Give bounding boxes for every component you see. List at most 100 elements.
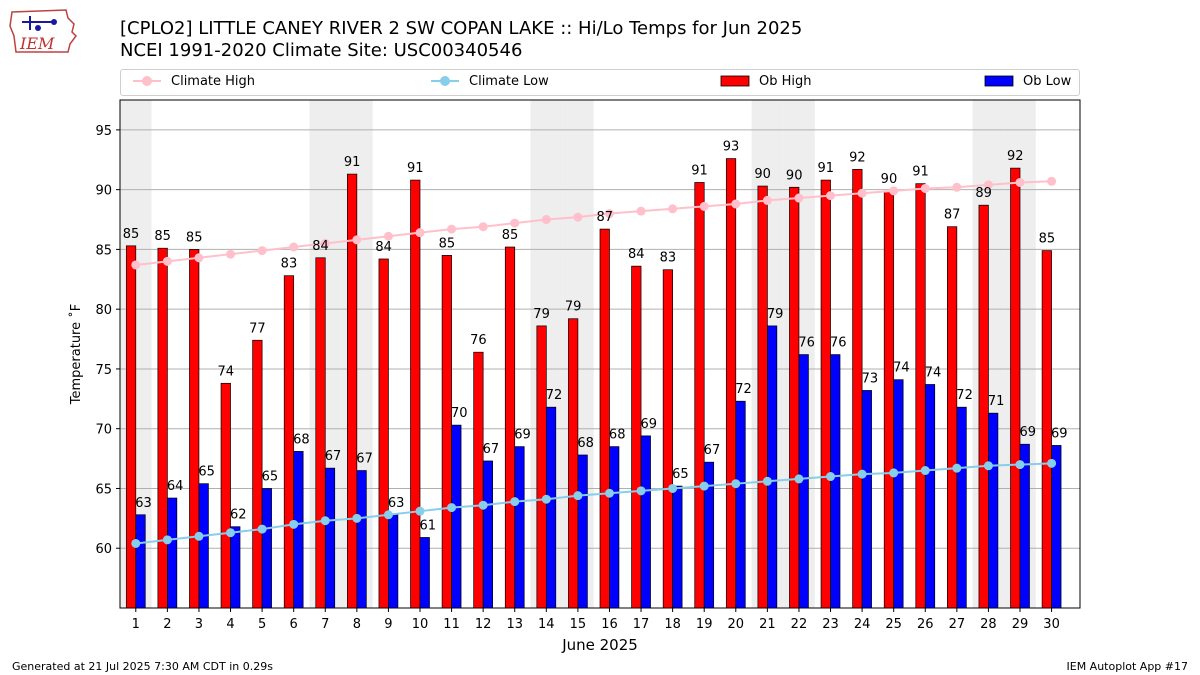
ob-high-label: 85 — [186, 230, 203, 245]
x-tick-label: 27 — [949, 617, 966, 632]
ob-high-label: 91 — [407, 161, 424, 176]
ob-low-bar — [135, 514, 146, 609]
ob-low-bar — [514, 446, 525, 609]
climate-high-point — [699, 201, 709, 211]
climate-high-point — [762, 195, 772, 205]
y-tick-label: 80 — [95, 303, 112, 318]
ob-low-bar — [640, 435, 651, 609]
climate-high-point — [731, 199, 741, 209]
ob-low-bar — [261, 488, 272, 609]
climate-low-point — [794, 474, 804, 484]
y-tick-label: 60 — [95, 542, 112, 557]
climate-low-point — [762, 476, 772, 486]
ob-low-bar — [545, 406, 557, 609]
ob-low-label: 69 — [1019, 425, 1036, 440]
climate-low-point — [415, 506, 425, 516]
x-tick-label: 1 — [132, 617, 140, 632]
x-tick-label: 10 — [412, 617, 429, 632]
climate-low-point — [573, 491, 583, 501]
ob-low-bar — [830, 354, 841, 609]
climate-low-point — [889, 468, 899, 478]
ob-high-bar — [757, 185, 768, 609]
climate-high-point — [826, 191, 836, 201]
ob-low-bar — [230, 526, 241, 609]
ob-high-bar — [378, 258, 389, 609]
ob-low-label: 65 — [672, 467, 689, 482]
ob-low-label: 67 — [704, 443, 721, 458]
climate-low-point — [636, 486, 646, 496]
climate-high-point — [668, 204, 678, 214]
ob-high-bar — [157, 247, 168, 609]
ob-low-label: 72 — [735, 382, 752, 397]
x-tick-label: 24 — [854, 617, 871, 632]
ob-high-bar — [473, 351, 484, 609]
climate-low-line — [135, 462, 1052, 545]
ob-high-label: 90 — [786, 168, 803, 183]
x-tick-label: 18 — [664, 617, 681, 632]
climate-low-point — [699, 481, 709, 491]
climate-low-point — [604, 488, 614, 498]
climate-high-point — [226, 249, 236, 259]
ob-high-label: 85 — [123, 227, 140, 242]
climate-low-line-icon — [431, 76, 459, 86]
ob-high-bar — [883, 190, 895, 609]
ob-high-bar — [915, 183, 926, 609]
climate-high-point — [889, 186, 899, 196]
ob-low-label: 71 — [988, 394, 1005, 409]
climate-low-point — [447, 503, 457, 513]
climate-high-point — [415, 228, 425, 238]
ob-low-label: 69 — [1051, 426, 1068, 441]
legend-ob-high: Ob High — [719, 73, 812, 89]
ob-high-bar — [789, 186, 800, 609]
ob-high-bar — [662, 269, 673, 609]
x-tick-label: 14 — [538, 617, 555, 632]
ob-high-label: 85 — [502, 228, 519, 243]
ob-high-label: 90 — [881, 172, 898, 187]
climate-low-point — [352, 513, 362, 523]
climate-low-point — [510, 497, 520, 507]
ob-high-label: 83 — [660, 251, 677, 266]
climate-high-point — [952, 182, 962, 192]
ob-low-label: 63 — [388, 496, 405, 511]
ob-low-bar — [735, 400, 746, 609]
x-tick-label: 15 — [570, 617, 587, 632]
ob-low-bar — [861, 390, 872, 609]
ob-low-label: 67 — [483, 442, 500, 457]
climate-high-point — [573, 212, 583, 222]
legend: Climate High Climate Low Ob High Ob Low — [120, 69, 1080, 96]
y-tick-label: 90 — [95, 184, 112, 199]
ob-low-label: 69 — [514, 428, 531, 443]
climate-high-point — [541, 215, 551, 225]
plot-frame — [119, 99, 1081, 609]
climate-high-point — [383, 231, 393, 241]
ob-high-label: 87 — [944, 208, 961, 223]
ob-low-label: 70 — [451, 406, 468, 421]
ob-low-bar — [388, 514, 399, 609]
ob-high-bar — [820, 179, 831, 609]
iem-logo: IEM — [8, 6, 80, 62]
ob-low-label: 79 — [767, 307, 784, 322]
ob-low-label: 72 — [546, 388, 563, 403]
x-tick-label: 4 — [226, 617, 234, 632]
chart-title: [CPLO2] LITTLE CANEY RIVER 2 SW COPAN LA… — [120, 18, 803, 39]
ob-high-bar — [631, 265, 642, 609]
ob-high-label: 74 — [218, 364, 235, 379]
ob-low-bar — [577, 454, 588, 609]
climate-high-point — [447, 224, 457, 234]
climate-low-point — [1047, 458, 1057, 468]
footer-generated: Generated at 21 Jul 2025 7:30 AM CDT in … — [12, 660, 273, 673]
x-tick-label: 30 — [1043, 617, 1060, 632]
ob-low-label: 76 — [830, 336, 847, 351]
climate-high-point — [320, 238, 330, 248]
ob-low-bar — [324, 467, 336, 609]
x-tick-label: 28 — [980, 617, 997, 632]
ob-low-bar — [956, 406, 967, 609]
climate-low-point — [162, 535, 172, 545]
ob-high-label: 92 — [849, 150, 866, 165]
ob-low-label: 69 — [641, 417, 658, 432]
ob-high-label: 85 — [439, 236, 456, 251]
ob-low-label: 72 — [956, 388, 973, 403]
ob-low-label: 67 — [356, 452, 373, 467]
x-tick-label: 17 — [633, 617, 650, 632]
ob-low-label: 65 — [198, 465, 215, 480]
